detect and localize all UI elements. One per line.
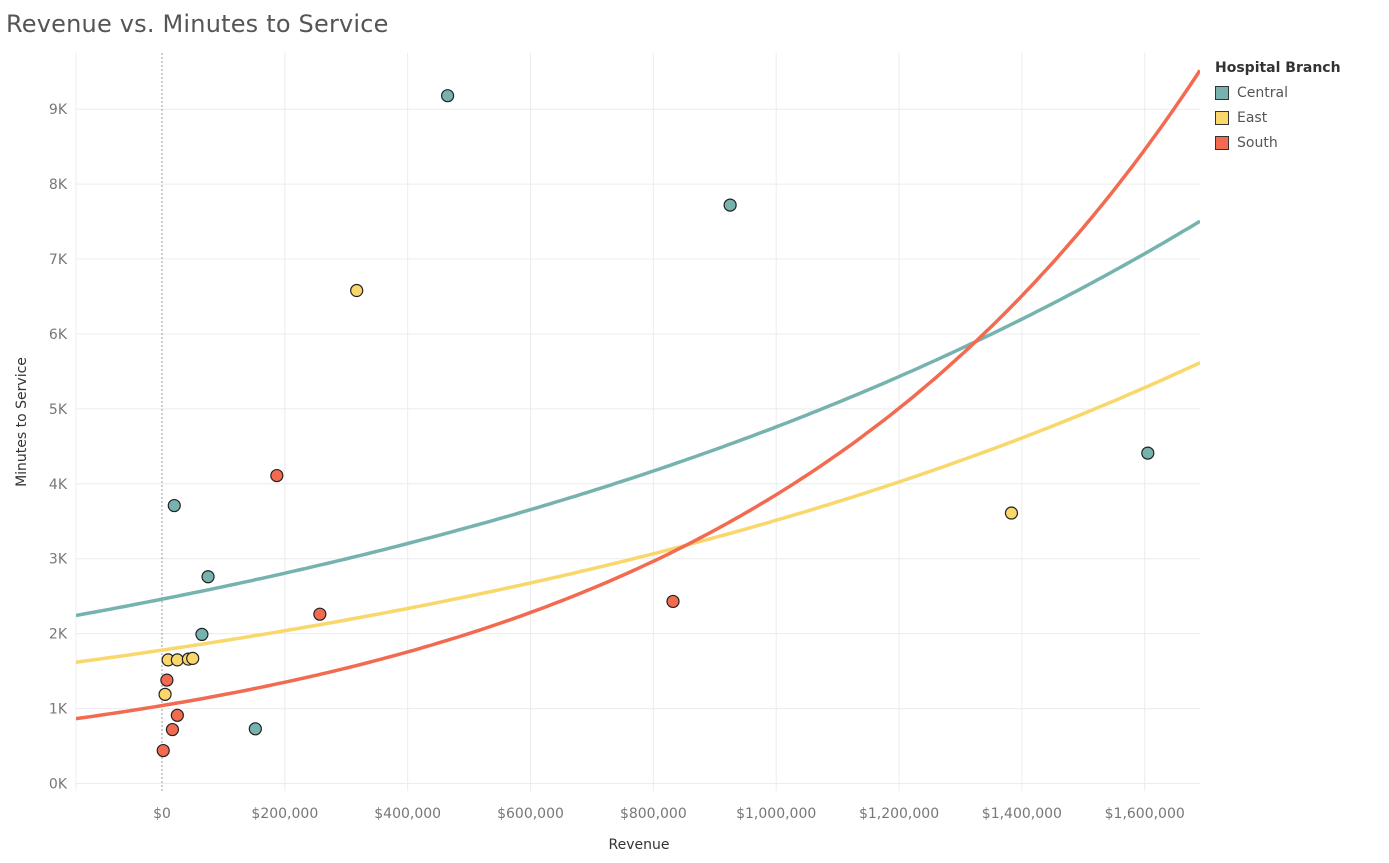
x-axis-ticks: $0 $200,000 $400,000 $600,000 $800,000 $1,000… bbox=[153, 806, 1185, 822]
legend-label-central: Central bbox=[1237, 84, 1288, 101]
legend-item-east[interactable]: East bbox=[1215, 105, 1341, 130]
x-axis-label: Revenue bbox=[609, 837, 670, 853]
y-tick-label: 6K bbox=[49, 327, 68, 343]
grid-lines bbox=[75, 53, 1200, 791]
data-point-central[interactable] bbox=[723, 198, 737, 212]
data-point-central[interactable] bbox=[167, 498, 181, 513]
y-axis-label: Minutes to Service bbox=[14, 357, 30, 487]
x-tick-label: $1,000,000 bbox=[736, 806, 816, 822]
trend-lines bbox=[76, 69, 1200, 721]
legend-swatch-central bbox=[1215, 85, 1229, 100]
y-tick-label: 5K bbox=[49, 402, 68, 418]
y-tick-label: 8K bbox=[49, 177, 68, 193]
data-point-south[interactable] bbox=[170, 708, 184, 722]
y-tick-label: 0K bbox=[49, 777, 68, 793]
x-tick-label: $1,600,000 bbox=[1105, 806, 1185, 822]
trend-line-central bbox=[76, 219, 1200, 618]
legend: Hospital Branch Central East South bbox=[1215, 60, 1341, 155]
x-tick-label: $1,400,000 bbox=[982, 806, 1062, 822]
legend-label-east: East bbox=[1237, 109, 1268, 126]
data-point-east[interactable] bbox=[1004, 506, 1019, 520]
legend-item-south[interactable]: South bbox=[1215, 130, 1341, 155]
y-tick-label: 2K bbox=[49, 627, 68, 643]
data-point-south[interactable] bbox=[270, 468, 284, 483]
data-point-central[interactable] bbox=[201, 570, 215, 584]
data-point-east[interactable] bbox=[350, 283, 364, 298]
trend-line-east bbox=[76, 361, 1200, 665]
data-point-south[interactable] bbox=[156, 743, 170, 758]
data-point-south[interactable] bbox=[160, 673, 174, 687]
legend-swatch-south bbox=[1215, 135, 1229, 150]
x-tick-label: $600,000 bbox=[497, 806, 564, 822]
data-point-central[interactable] bbox=[1141, 446, 1155, 460]
data-points bbox=[156, 89, 1155, 758]
y-tick-label: 4K bbox=[49, 477, 68, 493]
data-point-south[interactable] bbox=[165, 722, 180, 737]
x-tick-label: $800,000 bbox=[620, 806, 687, 822]
y-tick-label: 9K bbox=[49, 102, 68, 118]
data-point-central[interactable] bbox=[440, 89, 455, 103]
legend-swatch-east bbox=[1215, 110, 1229, 125]
legend-title: Hospital Branch bbox=[1215, 60, 1341, 76]
y-tick-label: 3K bbox=[49, 552, 68, 568]
data-point-east[interactable] bbox=[186, 651, 200, 665]
y-tick-label: 7K bbox=[49, 252, 68, 268]
trend-line-south bbox=[76, 69, 1200, 721]
data-point-central[interactable] bbox=[195, 627, 209, 642]
data-point-central[interactable] bbox=[248, 722, 262, 736]
chart-title: Revenue vs. Minutes to Service bbox=[6, 10, 389, 38]
data-point-east[interactable] bbox=[170, 653, 184, 667]
data-point-south[interactable] bbox=[666, 594, 680, 609]
y-axis-ticks: 0K 1K 2K 3K 4K 5K 6K 7K 8K 9K bbox=[49, 102, 68, 792]
data-point-east[interactable] bbox=[158, 687, 172, 701]
x-tick-label: $400,000 bbox=[374, 806, 441, 822]
y-tick-label: 1K bbox=[49, 702, 68, 718]
legend-item-central[interactable]: Central bbox=[1215, 80, 1341, 105]
x-tick-label: $0 bbox=[153, 806, 171, 822]
x-tick-label: $200,000 bbox=[251, 806, 318, 822]
data-point-south[interactable] bbox=[313, 607, 327, 621]
x-tick-label: $1,200,000 bbox=[859, 806, 939, 822]
legend-label-south: South bbox=[1237, 134, 1278, 151]
